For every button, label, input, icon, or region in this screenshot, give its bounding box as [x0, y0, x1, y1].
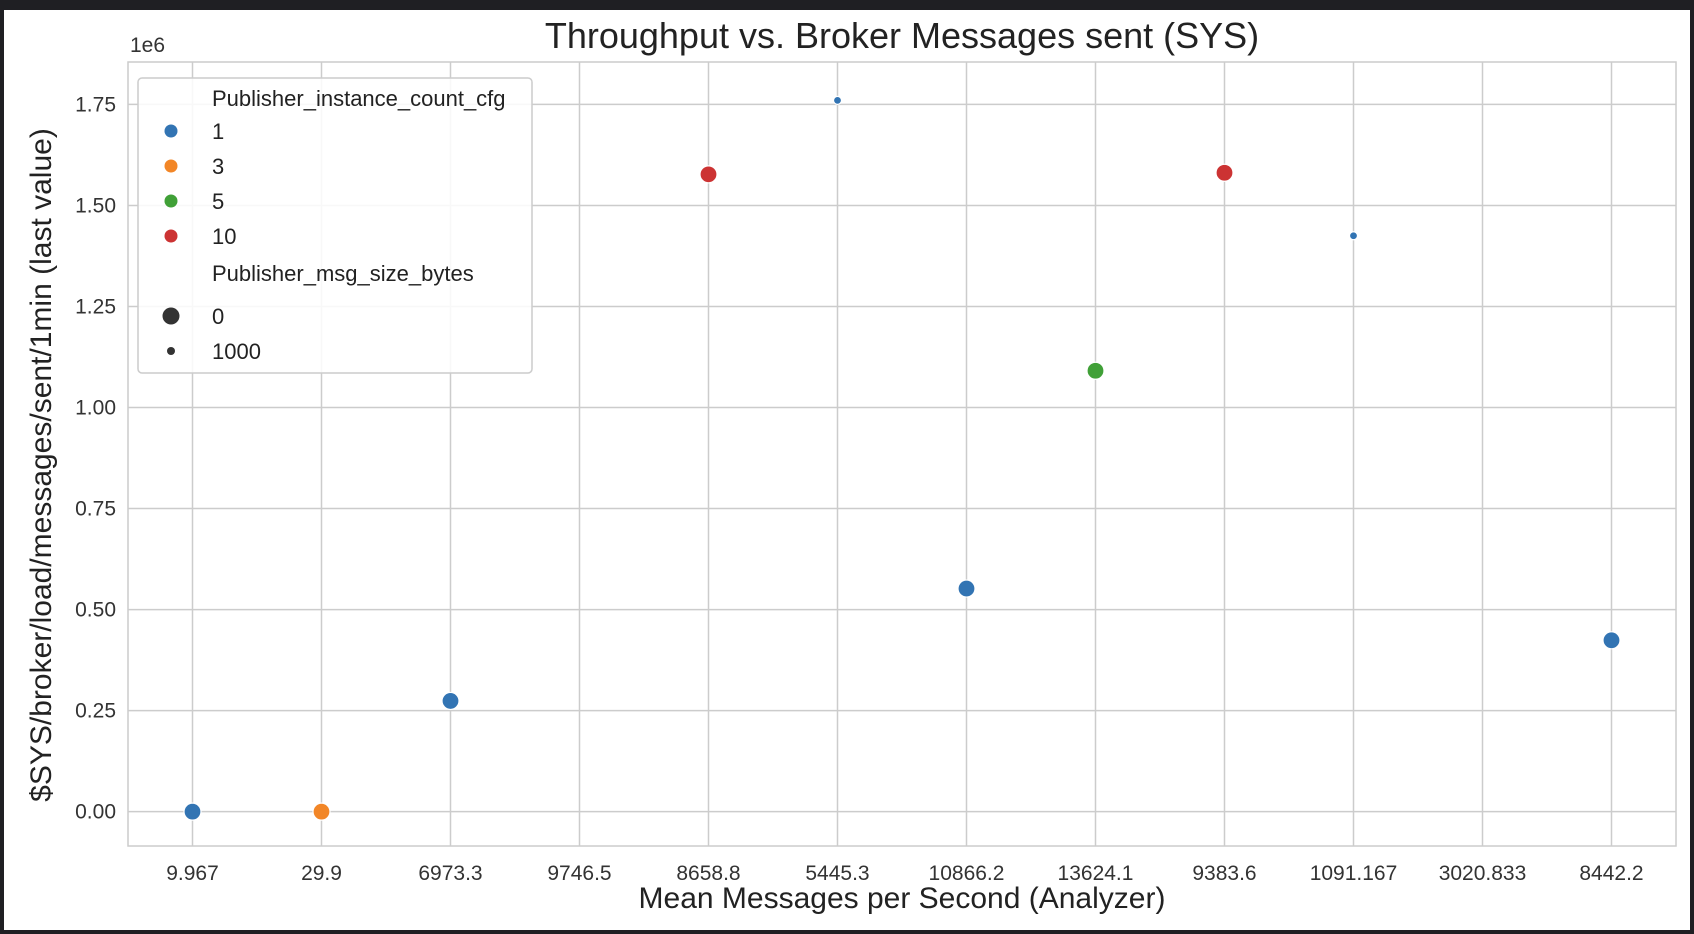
- x-tick-label: 8658.8: [676, 862, 740, 885]
- data-point: [183, 802, 202, 821]
- legend-label-hue-10: 10: [212, 224, 236, 249]
- y-tick-label: 1.00: [75, 397, 116, 420]
- data-point: [832, 95, 843, 105]
- x-tick-label: 9383.6: [1192, 862, 1256, 885]
- data-point: [1602, 631, 1621, 650]
- chart-title: Throughput vs. Broker Messages sent (SYS…: [545, 15, 1259, 56]
- y-tick-label: 0.75: [75, 498, 116, 521]
- y-tick-label: 0.00: [75, 801, 116, 824]
- data-points: [183, 95, 1621, 821]
- x-tick-label: 9.967: [166, 862, 219, 885]
- chart-frame: 9.967 29.9 6973.3 9746.5 8658.8 5445.3 10866.2…: [4, 10, 1690, 930]
- data-point: [957, 579, 976, 598]
- y-axis-title: $SYS/broker/load/messages/sent/1min (las…: [25, 128, 58, 802]
- y-tick-label: 1.75: [75, 93, 116, 116]
- x-tick-label: 9746.5: [547, 862, 611, 885]
- x-tick-label: 1091.167: [1310, 862, 1398, 885]
- data-point: [1086, 361, 1105, 380]
- x-tick-label: 3020.833: [1439, 862, 1527, 885]
- tick-labels: 9.967 29.9 6973.3 9746.5 8658.8 5445.3 10866.2…: [75, 93, 1643, 885]
- legend-marker-hue-5: [164, 194, 178, 208]
- legend-label-hue-3: 3: [212, 154, 224, 179]
- x-axis-title: Mean Messages per Second (Analyzer): [639, 882, 1166, 915]
- legend-hue-title: Publisher_instance_count_cfg: [212, 86, 506, 111]
- legend-marker-size-1000: [167, 347, 175, 355]
- x-tick-label: 10866.2: [929, 862, 1005, 885]
- legend-size-title: Publisher_msg_size_bytes: [212, 261, 474, 286]
- legend-label-size-0: 0: [212, 304, 224, 329]
- y-offset-label: 1e6: [130, 34, 165, 57]
- legend-marker-hue-3: [164, 159, 178, 173]
- grid-lines: [128, 62, 1676, 846]
- legend-box: [137, 77, 533, 374]
- legend-label-hue-5: 5: [212, 189, 224, 214]
- x-tick-label: 6973.3: [418, 862, 482, 885]
- x-tick-label: 5445.3: [805, 862, 869, 885]
- legend-label-hue-1: 1: [212, 119, 224, 144]
- y-tick-label: 0.50: [75, 599, 116, 622]
- legend: Publisher_instance_count_cfg 1 3 5 10 Pu…: [137, 77, 533, 374]
- x-tick-label: 8442.2: [1579, 862, 1643, 885]
- data-point: [1215, 163, 1234, 182]
- data-point: [699, 165, 718, 184]
- data-point: [312, 802, 331, 821]
- scatter-chart: 9.967 29.9 6973.3 9746.5 8658.8 5445.3 10866.2…: [25, 15, 1677, 915]
- legend-marker-hue-1: [164, 124, 178, 138]
- y-tick-label: 1.25: [75, 295, 116, 318]
- y-tick-label: 0.25: [75, 700, 116, 723]
- legend-marker-size-0: [162, 307, 180, 325]
- data-point: [441, 691, 460, 711]
- x-tick-label: 13624.1: [1058, 862, 1134, 885]
- y-tick-label: 1.50: [75, 194, 116, 217]
- x-tick-label: 29.9: [301, 862, 342, 885]
- legend-label-size-1000: 1000: [212, 339, 261, 364]
- legend-marker-hue-10: [164, 229, 178, 243]
- data-point: [1348, 231, 1359, 241]
